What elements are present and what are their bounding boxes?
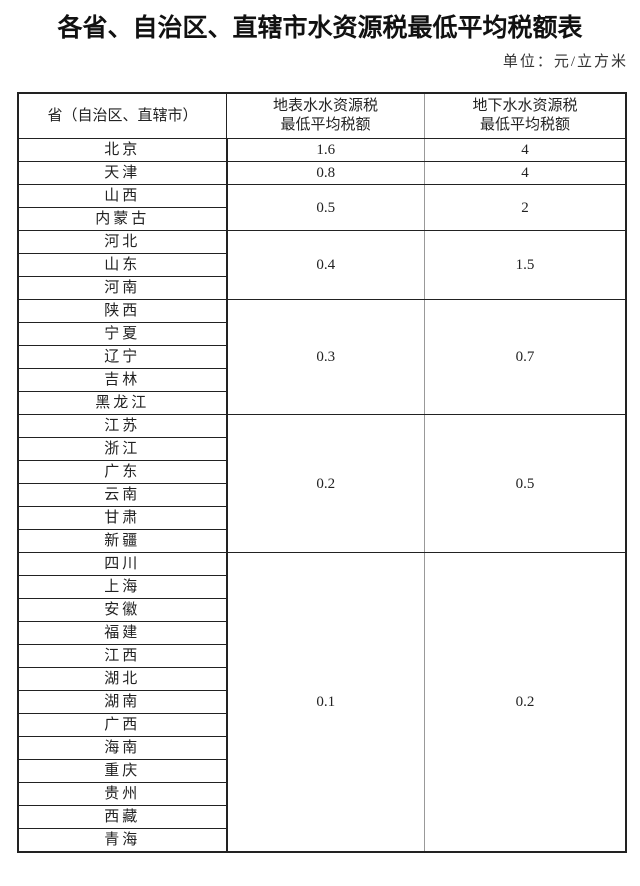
tax-table: 省（自治区、直辖市） 地表水水资源税 最低平均税额 地下水水资源税 最低平均税额… — [17, 92, 627, 853]
region-cell: 河北 — [17, 230, 227, 254]
table-row: 新疆 — [17, 529, 626, 553]
surface-tax-cell: 1.6 — [225, 138, 425, 162]
region-cell: 重庆 — [17, 759, 227, 783]
table-row: 宁夏 — [17, 322, 626, 346]
ground-tax-cell: 0.7 — [424, 299, 627, 415]
region-cell: 上海 — [17, 575, 227, 599]
surface-tax-cell: 0.5 — [225, 184, 425, 231]
header-surface-line1: 地表水水资源税 — [272, 98, 378, 114]
table-row: 北京 1.6 4 — [17, 138, 627, 162]
region-cell: 黑龙江 — [17, 391, 227, 415]
table-header-row: 省（自治区、直辖市） 地表水水资源税 最低平均税额 地下水水资源税 最低平均税额 — [17, 92, 627, 139]
table-row: 西藏 — [17, 805, 626, 829]
region-cell: 新疆 — [17, 529, 227, 553]
region-cell: 江苏 — [17, 414, 227, 438]
region-cell: 广东 — [17, 460, 227, 484]
ground-tax-cell: 0.2 — [424, 552, 627, 853]
table-row: 甘肃 — [17, 506, 626, 530]
region-cell: 广西 — [17, 713, 227, 737]
region-cell: 贵州 — [17, 782, 227, 806]
region-cell: 浙江 — [17, 437, 227, 461]
header-region: 省（自治区、直辖市） — [17, 92, 227, 139]
header-ground-line2: 最低平均税额 — [479, 117, 570, 133]
region-cell: 海南 — [17, 736, 227, 760]
unit-label: 单位：元/立方米 — [502, 54, 628, 70]
table-row: 青海 — [17, 828, 626, 853]
region-cell: 甘肃 — [17, 506, 227, 530]
region-cell: 西藏 — [17, 805, 227, 829]
table-row: 湖北 — [17, 667, 626, 691]
header-ground-line1: 地下水水资源税 — [472, 98, 578, 114]
region-cell: 安徽 — [17, 598, 227, 622]
table-row: 山西 0.5 2 — [17, 184, 627, 231]
ground-tax-cell: 2 — [424, 184, 627, 231]
surface-tax-cell: 0.4 — [225, 230, 425, 300]
table-row: 河北 0.4 1.5 — [17, 230, 627, 300]
region-cell: 河南 — [17, 276, 227, 300]
table-row: 吉林 — [17, 368, 626, 392]
table-row: 海南 — [17, 736, 626, 760]
region-cell: 辽宁 — [17, 345, 227, 369]
table-row: 内蒙古 — [17, 207, 626, 231]
region-cell: 吉林 — [17, 368, 227, 392]
region-cell: 宁夏 — [17, 322, 227, 346]
header-surface-line2: 最低平均税额 — [280, 117, 371, 133]
table-row: 浙江 — [17, 437, 626, 461]
table-row: 重庆 — [17, 759, 626, 783]
region-cell: 江西 — [17, 644, 227, 668]
table-row: 天津 0.8 4 — [17, 161, 627, 185]
region-cell: 四川 — [17, 552, 227, 576]
table-row: 江苏 0.2 0.5 — [17, 414, 627, 553]
region-cell: 山西 — [17, 184, 227, 208]
surface-tax-cell: 0.3 — [225, 299, 425, 415]
table-row: 广东 — [17, 460, 626, 484]
region-cell: 云南 — [17, 483, 227, 507]
region-cell: 北京 — [17, 138, 227, 162]
ground-tax-cell: 4 — [424, 138, 627, 162]
region-cell: 湖南 — [17, 690, 227, 714]
region-cell: 内蒙古 — [17, 207, 227, 231]
table-row: 福建 — [17, 621, 626, 645]
table-row: 上海 — [17, 575, 626, 599]
surface-tax-cell: 0.1 — [225, 552, 425, 853]
surface-tax-cell: 0.8 — [225, 161, 425, 185]
header-ground: 地下水水资源税 最低平均税额 — [424, 92, 627, 139]
region-cell: 山东 — [17, 253, 227, 277]
ground-tax-cell: 4 — [424, 161, 627, 185]
table-row: 安徽 — [17, 598, 626, 622]
table-row: 陕西 0.3 0.7 — [17, 299, 627, 415]
ground-tax-cell: 0.5 — [424, 414, 627, 553]
page-title: 各省、自治区、直辖市水资源税最低平均税额表 — [57, 15, 583, 42]
region-cell: 陕西 — [17, 299, 227, 323]
header-surface: 地表水水资源税 最低平均税额 — [226, 92, 425, 139]
table-row: 山东 — [17, 253, 626, 277]
region-cell: 福建 — [17, 621, 227, 645]
region-cell: 青海 — [17, 828, 227, 853]
table-row: 黑龙江 — [17, 391, 626, 415]
surface-tax-cell: 0.2 — [225, 414, 425, 553]
ground-tax-cell: 1.5 — [424, 230, 627, 300]
table-row: 云南 — [17, 483, 626, 507]
region-cell: 天津 — [17, 161, 227, 185]
table-row: 四川 0.1 0.2 — [17, 552, 627, 853]
region-cell: 湖北 — [17, 667, 227, 691]
